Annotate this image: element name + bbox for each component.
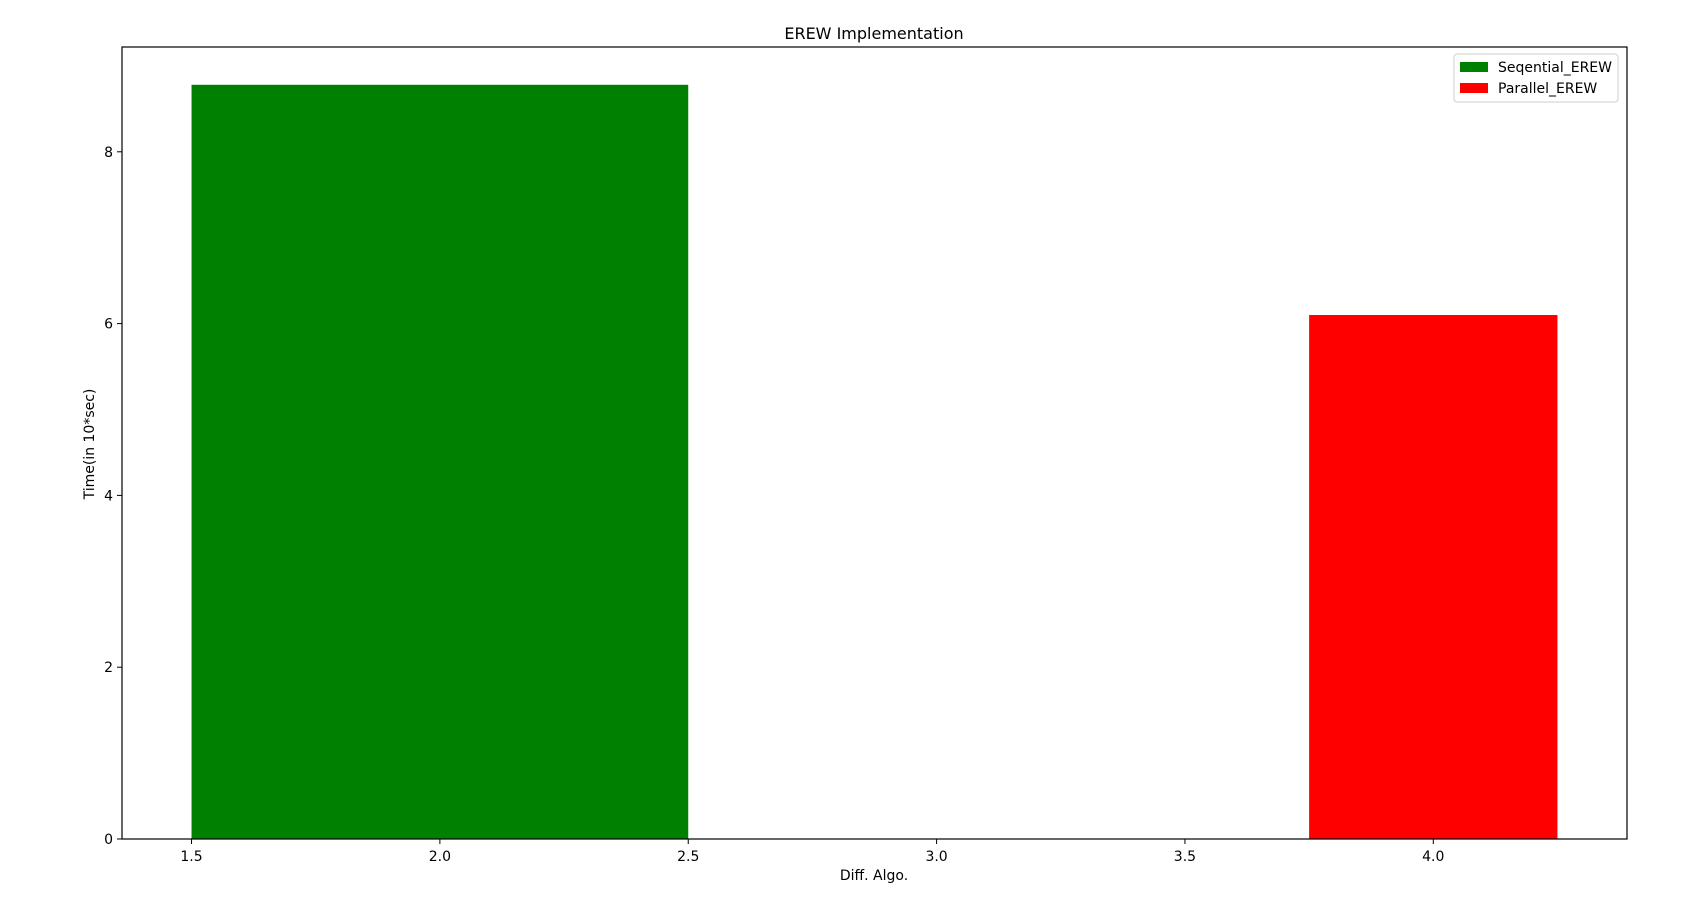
x-tick-label: 3.0	[925, 849, 947, 865]
x-tick-label: 3.5	[1174, 849, 1196, 865]
chart-title: EREW Implementation	[784, 24, 963, 43]
y-axis-label: Time(in 10*sec)	[82, 389, 98, 501]
legend-box	[1453, 53, 1619, 103]
y-tick-label: 0	[104, 832, 113, 848]
legend-swatch	[1460, 83, 1488, 93]
bar-parallel_erew	[1309, 315, 1558, 839]
y-tick-label: 6	[104, 317, 113, 333]
axes-layer: 1.5 2.0 2.5 3.0 3.5 4.0 0 2 4 6 8	[104, 46, 1628, 865]
bars-layer	[191, 84, 1558, 840]
y-tick-label: 2	[104, 660, 113, 676]
legend-label: Parallel_EREW	[1498, 81, 1597, 97]
legend-swatch	[1460, 62, 1488, 72]
x-tick-label: 2.0	[429, 849, 451, 865]
x-tick-label: 2.5	[677, 849, 699, 865]
legend: Seqential_EREW Parallel_EREW	[1453, 53, 1619, 103]
bar-seqential_erew	[191, 84, 689, 840]
plot-frame	[121, 46, 1628, 840]
y-tick-label: 4	[104, 488, 113, 504]
x-tick-label: 4.0	[1422, 849, 1444, 865]
x-tick-label: 1.5	[180, 849, 202, 865]
x-axis-label: Diff. Algo.	[840, 868, 908, 884]
legend-label: Seqential_EREW	[1498, 60, 1612, 76]
y-tick-label: 8	[104, 145, 113, 161]
